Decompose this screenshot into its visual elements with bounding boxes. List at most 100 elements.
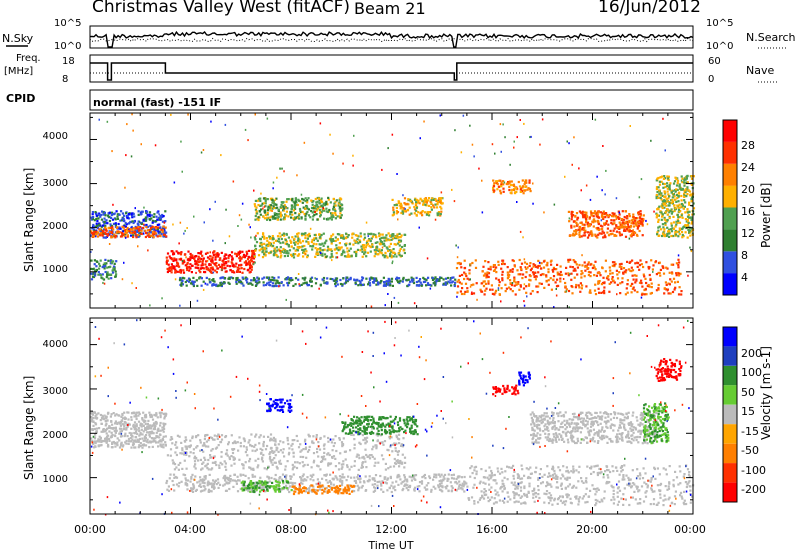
power-cell-3135 xyxy=(573,230,576,233)
power-cell-1928 xyxy=(570,285,573,288)
power-cell-2686 xyxy=(435,199,438,202)
vel-cell-705 xyxy=(234,441,237,445)
power-cell-498 xyxy=(104,270,107,274)
power-cell-1137 xyxy=(356,238,359,241)
power-cell-945 xyxy=(294,235,297,238)
power-noise-245 xyxy=(664,149,666,152)
vel-cell-164 xyxy=(141,417,144,420)
vel-cell-698 xyxy=(340,463,343,466)
power-cell-1921 xyxy=(530,267,533,270)
power-cell-791 xyxy=(250,266,253,269)
vel-cell-380 xyxy=(91,413,94,416)
power-cell-868 xyxy=(180,258,183,261)
power-cell-2474 xyxy=(283,204,286,207)
power-cell-2854 xyxy=(500,181,503,184)
power-cell-2667 xyxy=(421,214,424,217)
power-cell-2581 xyxy=(293,202,296,205)
power-cell-211 xyxy=(94,211,97,214)
power-cell-2748 xyxy=(406,202,409,205)
vel-cell-186 xyxy=(123,416,126,419)
power-cell-2531 xyxy=(320,197,323,200)
vel-cell-103 xyxy=(142,439,145,442)
vel-cell-839 xyxy=(287,442,290,446)
power-cell-2831 xyxy=(528,181,531,184)
power-cell-2664 xyxy=(408,206,411,209)
power-cell-1198 xyxy=(371,235,374,238)
vel-cell-939 xyxy=(262,443,265,446)
vel-cell-741 xyxy=(341,466,344,469)
power-cell-232 xyxy=(104,214,107,217)
vel-cell-557 xyxy=(293,439,296,442)
power-cell-3522 xyxy=(659,210,662,213)
vel-cell-881 xyxy=(388,435,391,439)
power-cell-994 xyxy=(266,239,269,242)
power-cell-1560 xyxy=(240,282,243,285)
power-cell-1343 xyxy=(265,250,268,253)
power-cell-1033 xyxy=(258,245,262,248)
power-scatter xyxy=(90,113,696,309)
vel-cell-575 xyxy=(181,467,184,470)
power-cell-2588 xyxy=(313,205,316,209)
vel-cell-799 xyxy=(269,459,272,462)
power-cell-1200 xyxy=(279,235,282,238)
power-cell-2347 xyxy=(279,211,282,214)
power-cell-3411 xyxy=(666,226,669,229)
power-cell-3158 xyxy=(609,229,612,232)
power-cell-1232 xyxy=(308,235,311,238)
power-cell-1237 xyxy=(316,239,319,242)
power-cell-1734 xyxy=(219,281,222,285)
vel-cell-24 xyxy=(160,411,163,414)
power-cell-2749 xyxy=(436,213,439,217)
vel-cell-1003 xyxy=(303,478,306,481)
power-cell-1292 xyxy=(296,232,299,236)
power-cell-1755 xyxy=(235,280,238,284)
power-cell-916 xyxy=(373,249,376,252)
power-cell-1010 xyxy=(277,237,280,240)
power-cell-3019 xyxy=(632,222,635,225)
power-cell-446 xyxy=(164,226,167,229)
vel-cell-384 xyxy=(114,414,117,417)
power-cell-1187 xyxy=(274,250,278,253)
power-cell-900 xyxy=(355,253,358,256)
power-cell-3480 xyxy=(667,178,670,182)
power-cell-1346 xyxy=(278,232,281,235)
power-cell-1637 xyxy=(236,276,239,280)
power-cell-224 xyxy=(99,215,102,218)
power-cell-1676 xyxy=(189,282,193,285)
power-cell-3249 xyxy=(680,214,683,217)
power-cell-2658 xyxy=(408,213,411,216)
vel-cell-884 xyxy=(361,466,364,469)
vel-cell-654 xyxy=(303,463,306,467)
power-cell-2559 xyxy=(272,199,275,203)
power-cell-865 xyxy=(169,257,172,260)
vel-cell-280 xyxy=(106,419,109,422)
power-cell-2111 xyxy=(466,277,469,280)
power-cell-2849 xyxy=(497,185,500,188)
power-cell-972 xyxy=(330,250,333,253)
power-cell-3078 xyxy=(581,228,584,231)
power-cell-1395 xyxy=(265,237,268,240)
power-cell-370 xyxy=(111,235,114,239)
vel-cell-144 xyxy=(107,443,110,446)
power-cell-2129 xyxy=(594,260,597,263)
power-cell-88 xyxy=(99,230,102,233)
power-cell-2784 xyxy=(426,211,429,214)
power-noise-121 xyxy=(172,223,174,226)
power-cell-1109 xyxy=(276,255,279,258)
power-cell-3587 xyxy=(670,191,673,194)
vel-cell-754 xyxy=(220,451,223,454)
power-cell-1706 xyxy=(429,283,432,287)
power-cell-2088 xyxy=(552,270,555,273)
power-cell-1259 xyxy=(346,255,349,258)
power-cell-3447 xyxy=(663,175,666,178)
power-cell-1158 xyxy=(379,237,382,241)
power-cell-1120 xyxy=(346,247,349,250)
power-cell-1345 xyxy=(314,247,317,250)
vel-cell-1026 xyxy=(199,479,202,482)
power-cell-1287 xyxy=(267,244,270,248)
power-cell-2754 xyxy=(395,206,398,210)
power-cell-771 xyxy=(225,253,228,256)
power-cell-3089 xyxy=(621,221,625,224)
vel-cell-286 xyxy=(121,423,124,426)
